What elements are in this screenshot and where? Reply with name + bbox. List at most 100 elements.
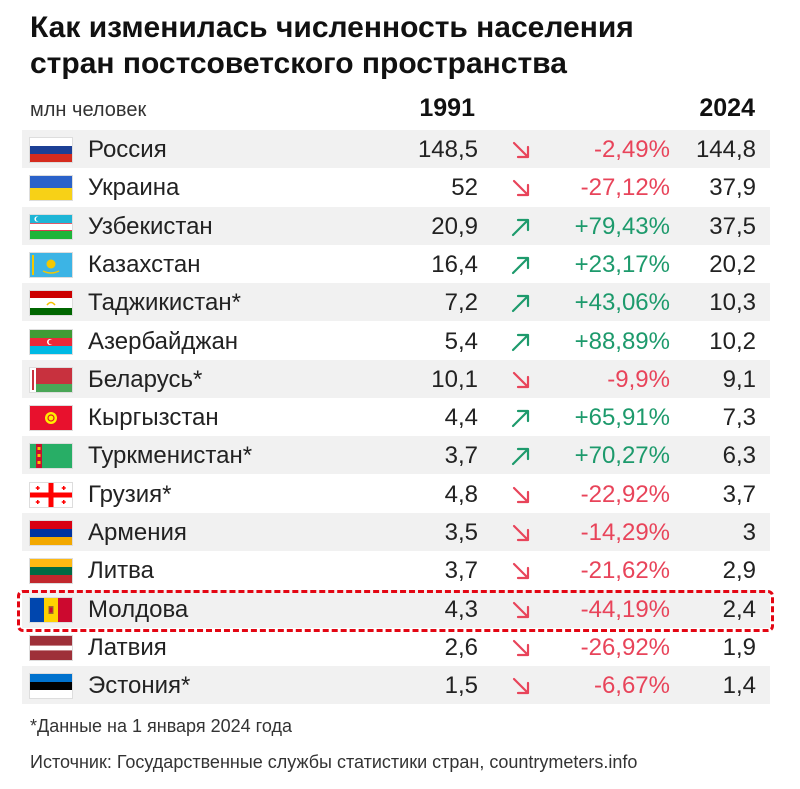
table-row: Россия 148,5 -2,49% 144,8 (22, 130, 770, 168)
table-row: Грузия* 4,8 -22,92% 3,7 (22, 475, 770, 513)
percent-change: +88,89% (574, 327, 670, 355)
percent-change: -14,29% (580, 519, 670, 546)
percent-change: -27,12% (580, 174, 670, 202)
value-1991: 1,5 (444, 672, 478, 700)
table-row: Беларусь* 10,1 -9,9% 9,1 (22, 359, 770, 398)
value-1991: 3,5 (444, 519, 478, 546)
estonia-flag-icon (30, 674, 72, 699)
table-row: Узбекистан 20,9 +79,43% 37,5 (22, 206, 770, 245)
value-2024: 9,1 (722, 365, 756, 393)
chart-title: Как изменилась численность населения стр… (30, 10, 770, 82)
table-row: Эстония* 1,5 -6,67% 1,4 (22, 666, 770, 705)
arrow-up-right-icon (509, 406, 533, 430)
georgia-flag-icon (30, 482, 72, 507)
arrow-up-right-icon (509, 253, 533, 277)
value-2024: 1,4 (722, 672, 756, 700)
value-2024: 1,9 (722, 633, 756, 661)
title-line-2: стран постсоветского пространства (30, 47, 567, 80)
arrow-down-right-icon (509, 176, 533, 200)
belarus-flag-icon (30, 367, 72, 392)
value-1991: 3,7 (444, 442, 478, 470)
unit-label: млн человек (30, 99, 147, 121)
arrow-down-right-icon (509, 674, 533, 698)
percent-change: -9,9% (607, 365, 670, 393)
arrow-down-right-icon (509, 521, 533, 545)
country-name: Туркменистан* (88, 442, 253, 470)
percent-change: -6,67% (593, 672, 670, 700)
arrow-up-right-icon (509, 330, 533, 354)
country-name: Литва (88, 557, 154, 585)
value-1991: 2,6 (444, 633, 478, 661)
value-2024: 37,5 (709, 212, 756, 240)
uzbekistan-flag-icon (30, 214, 72, 239)
country-name: Латвия (88, 633, 167, 661)
country-name: Азербайджан (88, 327, 239, 355)
country-name: Беларусь* (88, 365, 203, 393)
country-name: Узбекистан (88, 212, 213, 240)
value-1991: 7,2 (444, 289, 478, 317)
arrow-down-right-icon (509, 559, 533, 583)
percent-change: -21,62% (580, 557, 670, 585)
armenia-flag-icon (30, 521, 72, 545)
value-1991: 4,4 (444, 404, 478, 432)
lithuania-flag-icon (30, 559, 72, 584)
column-header-2024: 2024 (699, 94, 755, 122)
turkmenistan-flag-icon (30, 444, 72, 469)
table-row: Таджикистан* 7,2 +43,06% 10,3 (22, 283, 770, 322)
value-2024: 3 (742, 519, 756, 546)
value-1991: 3,7 (444, 557, 478, 585)
percent-change: +23,17% (574, 250, 670, 278)
country-name: Грузия* (88, 480, 172, 508)
country-name: Армения (88, 519, 187, 546)
percent-change: +79,43% (574, 212, 670, 240)
value-2024: 37,9 (709, 174, 756, 202)
value-1991: 52 (451, 174, 478, 202)
value-2024: 20,2 (709, 250, 756, 278)
country-name: Россия (88, 136, 167, 163)
arrow-up-right-icon (509, 444, 533, 468)
arrow-down-right-icon (509, 636, 533, 660)
arrow-down-right-icon (509, 598, 533, 622)
table-row: Туркменистан* 3,7 +70,27% 6,3 (22, 436, 770, 475)
latvia-flag-icon (30, 635, 72, 660)
title-line-1: Как изменилась численность населения (30, 11, 634, 44)
arrow-up-right-icon (509, 291, 533, 315)
country-name: Кыргызстан (88, 404, 219, 432)
value-2024: 3,7 (722, 480, 756, 508)
value-1991: 5,4 (444, 327, 478, 355)
moldova-flag-icon (30, 597, 72, 622)
percent-change: -44,19% (580, 595, 670, 623)
source-note: Источник: Государственные службы статист… (30, 752, 638, 772)
percent-change: +65,91% (574, 404, 670, 432)
value-1991: 148,5 (417, 136, 478, 163)
country-name: Казахстан (88, 250, 201, 278)
value-2024: 10,3 (709, 289, 756, 317)
value-2024: 10,2 (709, 327, 756, 355)
arrow-down-right-icon (509, 483, 533, 507)
percent-change: +70,27% (574, 442, 670, 470)
percent-change: -26,92% (580, 633, 670, 661)
arrow-up-right-icon (509, 215, 533, 239)
table-row: Азербайджан 5,4 +88,89% 10,2 (22, 322, 770, 360)
country-name: Молдова (88, 595, 189, 623)
table-row: Латвия 2,6 -26,92% 1,9 (22, 628, 770, 666)
column-header-1991: 1991 (419, 94, 475, 122)
value-1991: 20,9 (431, 212, 478, 240)
value-2024: 144,8 (695, 136, 756, 163)
arrow-down-right-icon (509, 138, 533, 162)
table-row: Молдова 4,3 -44,19% 2,4 (22, 589, 770, 628)
value-2024: 2,4 (722, 595, 756, 623)
kazakhstan-flag-icon (30, 252, 72, 277)
percent-change: -22,92% (580, 480, 670, 508)
tajikistan-flag-icon (30, 291, 72, 316)
value-1991: 4,8 (444, 480, 478, 508)
table-row: Украина 52 -27,12% 37,9 (22, 168, 770, 206)
arrow-down-right-icon (509, 368, 533, 392)
kyrgyzstan-flag-icon (30, 406, 72, 431)
percent-change: +43,06% (574, 289, 670, 317)
table-row: Казахстан 16,4 +23,17% 20,2 (22, 245, 770, 283)
moldova-highlight-box (17, 590, 774, 632)
value-2024: 2,9 (722, 557, 756, 585)
value-1991: 16,4 (431, 250, 478, 278)
value-2024: 7,3 (722, 404, 756, 432)
